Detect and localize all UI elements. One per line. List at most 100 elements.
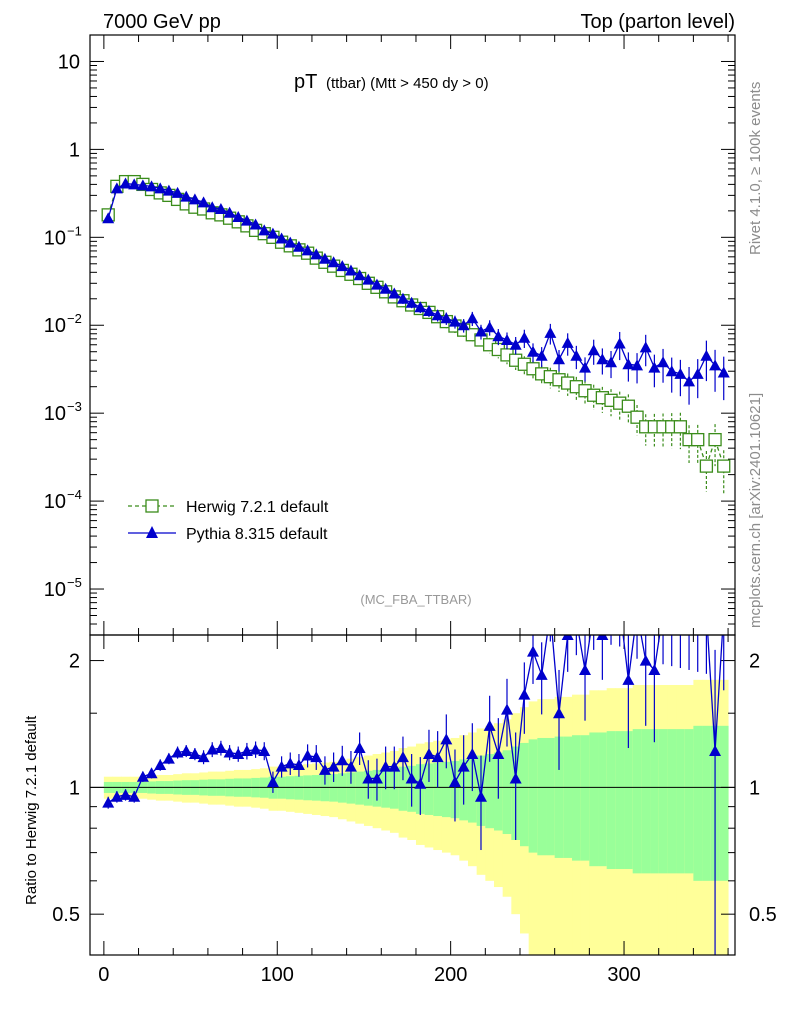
ratio-band-green [520,742,530,847]
ratio-band-green [537,737,547,856]
mcplots-label: mcplots.cern.ch [arXiv:2401.10621] [747,393,764,628]
ratio-band-green [337,773,348,803]
pythia-point [596,353,609,365]
pythia-point [431,309,444,321]
pythia-point [466,312,479,324]
main-ytick-exponent: −3 [67,399,82,414]
ratio-band-green [346,772,356,804]
herwig-point [691,432,705,447]
ratio-frame [89,634,736,956]
ratio-pythia-point [431,751,444,763]
ratio-ytick-label-right: 0.5 [749,904,777,926]
ratio-band-green [719,725,729,881]
main-ytick-label: 10 [58,51,80,73]
ratio-pythia-point [327,760,340,772]
pythia-point [249,218,262,230]
ratio-pythia-point [405,772,418,784]
ratio-pythia-point [119,788,132,800]
main-ytick-label: 10 [44,227,66,249]
pythia-point [648,361,661,373]
pythia-point [275,232,288,244]
ratio-pythia-point [206,743,219,755]
ratio-band-green [589,732,599,867]
legend-herwig-label: Herwig 7.2.1 default [186,499,329,516]
ratio-pythia-point [128,790,141,802]
ratio-pythia-point [492,748,505,760]
ratio-pythia-point [188,748,201,760]
pythia-point [657,356,670,368]
main-ytick-exponent: −5 [67,575,82,590]
ratio-panel: 0.5 0.5 1 1 2 2 0 100 200 300 Ratio to Herwig 7.2… [23,634,777,986]
ratio-pythia-point [197,751,210,763]
ratio-pythia-point [223,746,236,758]
ratio-pythia-point [336,754,349,766]
pythia-point [414,301,427,313]
ratio-pythia-point [301,749,314,761]
ratio-band-green [424,763,434,815]
ratio-pythia-point [379,760,392,772]
ratio-pythia-point [102,796,115,808]
ratio-band-green [624,731,634,870]
ratio-xtick-label: 300 [607,964,640,986]
ratio-pythia-point [422,748,435,760]
ratio-pythia-point [639,654,652,666]
pythia-point [344,264,357,276]
pythia-point [154,182,167,194]
pythia-point [535,349,548,361]
ratio-pythia-point [527,645,540,657]
ratio-band-green [684,729,694,874]
ratio-pythia-point [214,742,227,754]
pythia-point [509,338,522,350]
main-ytick-label: 10 [44,491,66,513]
main-ytick-exponent: −2 [67,311,82,326]
ratio-band-green [676,729,686,874]
ratio-band-green [485,754,495,829]
main-ytick-label: 10 [44,403,66,425]
ratio-band-green [554,736,564,858]
pythia-point [717,366,730,378]
pythia-point [188,193,201,205]
header-right: Top (parton level) [580,11,735,33]
pythia-point [448,315,461,327]
ratio-band-green [355,771,365,805]
pythia-point [422,305,435,317]
herwig-point [708,432,722,447]
pythia-point [518,331,531,343]
ratio-pythia-point [518,688,531,700]
pythia-point [500,333,513,345]
pythia-point [570,349,583,361]
ratio-pythia-point [622,673,635,685]
ratio-band-green [606,731,616,870]
ratio-band-green [433,762,443,817]
ratio-pythia-point [180,744,193,756]
pythia-point [318,252,331,264]
ratio-pythia-point [362,772,375,784]
ratio-pythia-point [440,733,453,745]
pythia-point [605,356,618,368]
pythia-point [709,359,722,371]
ratio-xtick-label: 100 [261,964,294,986]
ratio-band-green [693,725,703,881]
ratio-band-green [528,739,538,853]
pythia-point [336,260,349,272]
ratio-pythia-point [310,751,323,763]
ratio-band-green [641,729,651,874]
ratio-pythia-point [596,635,609,640]
herwig-point [673,420,688,434]
main-frame [89,34,736,636]
ratio-ytick-label-right: 2 [749,651,760,673]
ratio-ticks: 0.5 0.5 1 1 2 2 0 100 200 300 [52,635,777,986]
herwig-point [621,399,636,413]
pythia-point [266,227,279,239]
ratio-pythia-point [474,790,487,802]
pythia-point [440,312,453,324]
pythia-point [136,179,149,191]
ratio-pythia-point [457,760,470,772]
ratio-pythia-point [240,744,253,756]
ratio-band-green [329,774,339,802]
herwig-point [699,459,714,473]
ratio-band-green [615,731,625,870]
ratio-pythia-point [275,760,288,772]
legend-pythia-label: Pythia 8.315 default [186,526,328,543]
